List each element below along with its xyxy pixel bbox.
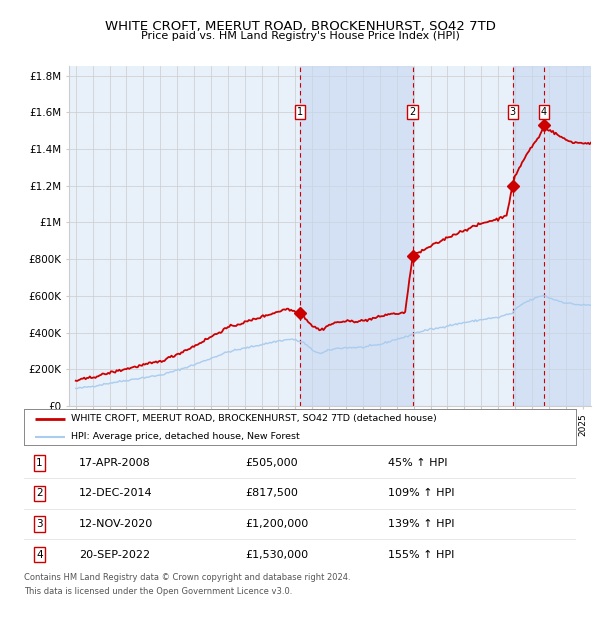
Text: £1,530,000: £1,530,000 xyxy=(245,549,308,559)
Text: £817,500: £817,500 xyxy=(245,489,298,498)
Bar xyxy=(300,66,413,406)
Text: 109% ↑ HPI: 109% ↑ HPI xyxy=(388,489,455,498)
Bar xyxy=(513,66,591,406)
Text: 4: 4 xyxy=(36,549,43,559)
Text: 3: 3 xyxy=(510,107,516,117)
Text: £1,200,000: £1,200,000 xyxy=(245,519,308,529)
Text: WHITE CROFT, MEERUT ROAD, BROCKENHURST, SO42 7TD: WHITE CROFT, MEERUT ROAD, BROCKENHURST, … xyxy=(104,20,496,33)
Text: £505,000: £505,000 xyxy=(245,458,298,468)
Text: 12-DEC-2014: 12-DEC-2014 xyxy=(79,489,153,498)
Text: 1: 1 xyxy=(297,107,304,117)
Text: WHITE CROFT, MEERUT ROAD, BROCKENHURST, SO42 7TD (detached house): WHITE CROFT, MEERUT ROAD, BROCKENHURST, … xyxy=(71,414,437,423)
Text: 2: 2 xyxy=(409,107,416,117)
Text: 3: 3 xyxy=(36,519,43,529)
Text: 2: 2 xyxy=(36,489,43,498)
Text: 4: 4 xyxy=(541,107,547,117)
Text: Price paid vs. HM Land Registry's House Price Index (HPI): Price paid vs. HM Land Registry's House … xyxy=(140,31,460,41)
Text: 139% ↑ HPI: 139% ↑ HPI xyxy=(388,519,455,529)
Text: HPI: Average price, detached house, New Forest: HPI: Average price, detached house, New … xyxy=(71,432,299,441)
Text: 1: 1 xyxy=(36,458,43,468)
Text: 45% ↑ HPI: 45% ↑ HPI xyxy=(388,458,448,468)
Text: 17-APR-2008: 17-APR-2008 xyxy=(79,458,151,468)
Text: 20-SEP-2022: 20-SEP-2022 xyxy=(79,549,151,559)
Text: 155% ↑ HPI: 155% ↑ HPI xyxy=(388,549,455,559)
Text: 12-NOV-2020: 12-NOV-2020 xyxy=(79,519,154,529)
Text: This data is licensed under the Open Government Licence v3.0.: This data is licensed under the Open Gov… xyxy=(24,587,292,596)
Text: Contains HM Land Registry data © Crown copyright and database right 2024.: Contains HM Land Registry data © Crown c… xyxy=(24,573,350,582)
